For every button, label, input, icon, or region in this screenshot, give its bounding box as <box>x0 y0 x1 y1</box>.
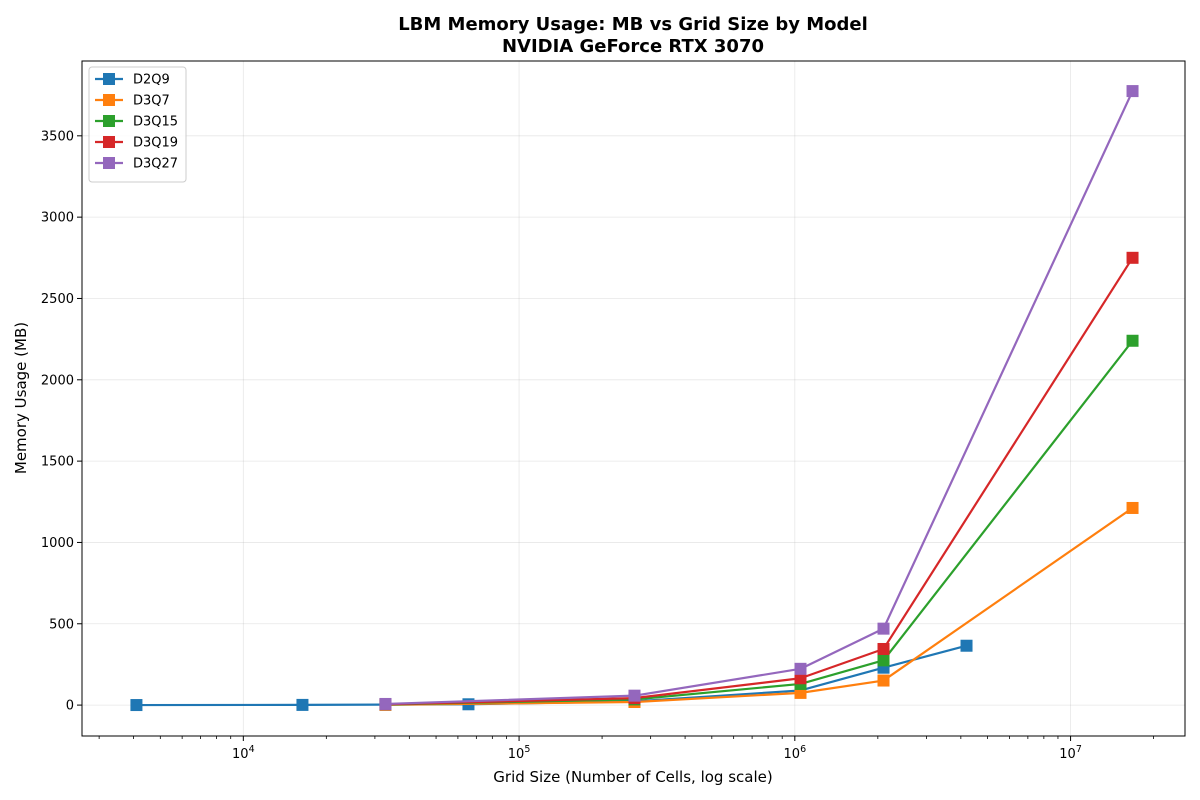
x-tick-label: 105 <box>508 744 531 762</box>
data-point <box>1126 501 1139 514</box>
y-tick-label: 0 <box>66 699 74 714</box>
legend-label: D3Q7 <box>133 94 170 109</box>
grid-lines <box>82 61 1185 736</box>
legend-item: D2Q9 <box>95 73 170 88</box>
legend-label: D2Q9 <box>133 73 170 88</box>
y-tick-label: 1000 <box>41 536 74 551</box>
x-tick-label: 106 <box>784 744 807 762</box>
legend-label: D3Q15 <box>133 115 178 130</box>
plot-frame <box>81 60 1186 737</box>
data-point <box>877 674 890 687</box>
data-point <box>130 699 143 712</box>
legend-label: D3Q27 <box>133 157 178 172</box>
legend-marker <box>103 157 115 169</box>
data-point <box>1126 251 1139 264</box>
x-axis-label: Grid Size (Number of Cells, log scale) <box>493 768 772 786</box>
legend-item: D3Q7 <box>95 94 170 109</box>
y-tick-label: 1500 <box>41 455 74 470</box>
data-point <box>877 622 890 635</box>
y-tick-label: 2000 <box>41 373 74 388</box>
data-point <box>628 689 641 702</box>
data-point <box>960 639 973 652</box>
y-tick-label: 2500 <box>41 292 74 307</box>
legend-marker <box>103 136 115 148</box>
data-point <box>794 662 807 675</box>
y-axis-ticks: 0 500 1000 1500 2000 2500 3000 3500 <box>41 129 82 714</box>
x-axis-ticks: 104 105 106 107 <box>98 736 1154 762</box>
y-tick-label: 500 <box>49 617 74 632</box>
legend-marker <box>103 94 115 106</box>
data-point <box>296 698 309 711</box>
data-point <box>1126 85 1139 98</box>
legend-marker <box>103 115 115 127</box>
data-point <box>379 697 392 710</box>
x-tick-label: 104 <box>232 744 255 762</box>
data-point <box>1126 334 1139 347</box>
legend-label: D3Q19 <box>133 136 178 151</box>
series-group <box>130 85 1139 712</box>
chart-title: LBM Memory Usage: MB vs Grid Size by Mod… <box>398 14 868 35</box>
legend-item: D3Q27 <box>95 157 178 172</box>
legend-item: D3Q19 <box>95 136 178 151</box>
data-point <box>877 642 890 655</box>
y-tick-label: 3000 <box>41 211 74 226</box>
data-point <box>794 672 807 685</box>
plot-area <box>82 61 1185 736</box>
data-point <box>877 654 890 667</box>
chart-subtitle: NVIDIA GeForce RTX 3070 <box>502 36 764 57</box>
y-tick-label: 3500 <box>41 129 74 144</box>
x-tick-label: 107 <box>1059 744 1082 762</box>
legend-item: D3Q15 <box>95 115 178 130</box>
y-axis-label: Memory Usage (MB) <box>12 322 30 474</box>
series-d3q27 <box>379 85 1139 710</box>
legend-marker <box>103 73 115 85</box>
legend: D2Q9 D3Q7 D3Q15 D3Q19 D3Q27 <box>88 66 187 183</box>
